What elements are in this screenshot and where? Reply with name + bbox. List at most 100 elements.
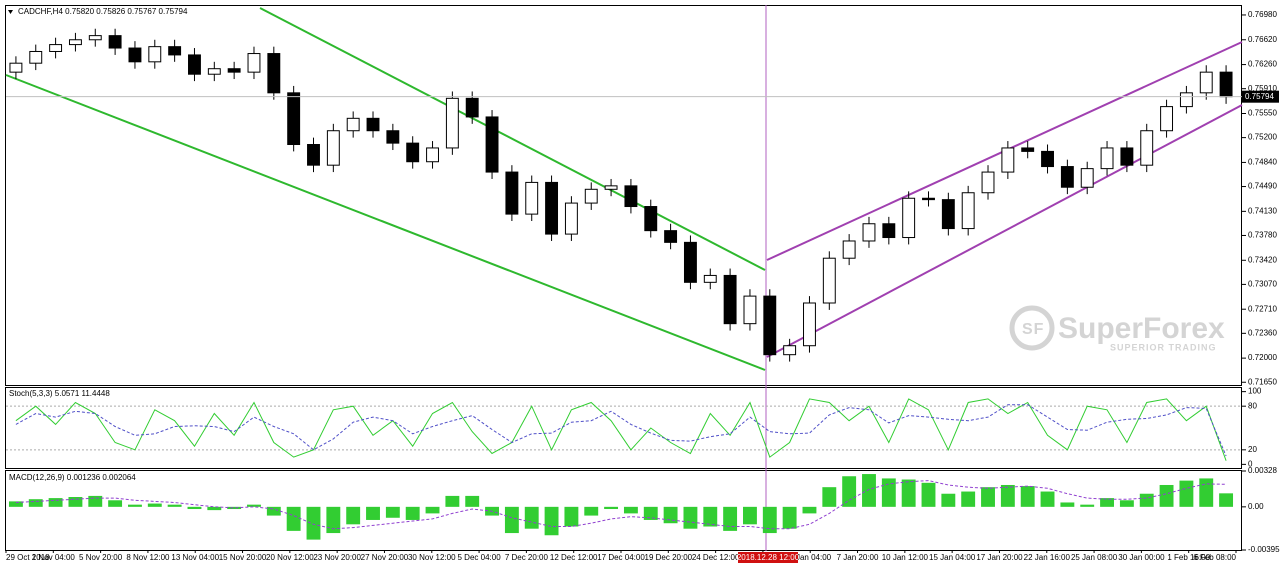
x-tick-label: 25 Jan 08:00 [1071,553,1118,562]
x-tick-label: 15 Jan 04:00 [929,553,976,562]
cursor-time-box [738,552,798,563]
x-tick-label: 19 Dec 20:00 [645,553,693,562]
trend-line [766,104,1243,358]
x-tick-label: 27 Nov 20:00 [361,553,409,562]
candle-body [743,295,757,325]
x-tick-label: 12 Dec 12:00 [550,553,598,562]
candle-body [664,230,678,243]
macd-header: MACD(12,26,9) 0.001236 0.002064 [9,473,136,482]
candle-body [683,241,697,283]
macd-bar [385,506,400,518]
candle-body [1140,130,1154,166]
y-tick-label: 0.72000 [1248,353,1277,362]
macd-bar [802,506,817,514]
candle-body [961,192,975,230]
candle-body [465,97,479,118]
candle-body [902,197,916,239]
macd-bar [445,495,460,507]
macd-bar [981,487,995,507]
macd-bar [108,500,123,507]
watermark-subtext: SUPERIOR TRADING [1110,342,1217,352]
price-marker-label: 0.75794 [1245,92,1274,101]
x-tick-label: 17 Dec 04:00 [597,553,645,562]
macd-bar [564,506,579,527]
x-tick-label: 15 Nov 20:00 [219,553,267,562]
macd-bar [8,501,23,507]
macd-bar [187,506,202,510]
candle-body [406,142,420,163]
candle-body [1100,147,1114,170]
candle-body [624,185,638,208]
candle-body [644,206,658,232]
candle-body [366,117,380,132]
x-tick-label: 7 Dec 20:00 [505,553,549,562]
candle-body [207,68,221,75]
candle-body [941,199,955,230]
macd-bar [643,506,658,520]
price-marker [1242,90,1279,103]
macd-bar [1179,480,1194,507]
x-tick-label: 29 Oct 2018 [6,553,50,562]
y-tick-label: 100 [1248,387,1262,396]
macd-bar [28,499,43,507]
svg-text:SF: SF [1022,321,1044,338]
macd-bar [167,504,182,507]
y-tick-label: 0.76980 [1248,10,1277,19]
y-tick-label: 80 [1248,401,1257,410]
macd-bar [346,506,361,525]
macd-bar [1139,493,1154,507]
candle-body [1120,147,1134,166]
candle-body [862,223,876,242]
macd-bar [1000,484,1015,507]
macd-bar [1159,484,1174,507]
candle-body [307,144,320,166]
macd-bar [941,493,956,507]
candle-body [505,171,519,215]
y-tick-label: 20 [1248,445,1257,454]
candle-body [783,345,797,356]
stoch-header: Stoch(5,3,3) 5.0571 11.4448 [9,389,110,398]
y-tick-label: 0.74490 [1248,182,1277,191]
macd-bar [326,506,341,534]
y-tick-label: 0.72710 [1248,304,1277,313]
y-tick-label: 0 [1248,459,1253,468]
candle-body [426,147,439,163]
x-tick-label: 5 Dec 04:00 [458,553,502,562]
x-tick-label: 17 Jan 20:00 [976,553,1023,562]
candle-body [386,130,400,144]
macd-bar [306,506,321,540]
x-tick-label: 22 Jan 16:00 [1024,553,1071,562]
candle-body [148,46,162,63]
macd-bar [68,497,83,507]
macd-bar [1100,498,1114,507]
macd-bar [1199,478,1214,507]
macd-bar [842,476,857,507]
candle-body [1199,71,1213,94]
macd-bar [286,506,301,531]
header-arrow [8,10,13,14]
macd-bar [921,482,936,507]
candle-body [88,35,102,41]
candle-body [445,97,459,149]
macd-bar [227,506,242,510]
candle-body [29,50,43,64]
candle-body [1160,106,1174,132]
x-tick-label: 6 Feb 08:00 [1193,553,1236,562]
macd-bar [504,506,519,534]
macd-bar [405,506,420,520]
candle-body [188,54,201,75]
watermark: SF SuperForex SUPERIOR TRADING [1009,305,1225,352]
candle-body [326,130,340,166]
watermark-text: SuperForex [1058,312,1225,345]
macd-bar [1020,486,1035,507]
candle-body [1219,71,1233,98]
candle-body [763,295,777,356]
macd-bar [901,479,916,507]
x-tick-label: 8 Nov 12:00 [126,553,170,562]
candle-body [1021,147,1035,152]
macd-bar [207,506,222,511]
macd-bar [881,478,896,507]
macd-bar [862,474,876,507]
candle-body [525,181,539,215]
